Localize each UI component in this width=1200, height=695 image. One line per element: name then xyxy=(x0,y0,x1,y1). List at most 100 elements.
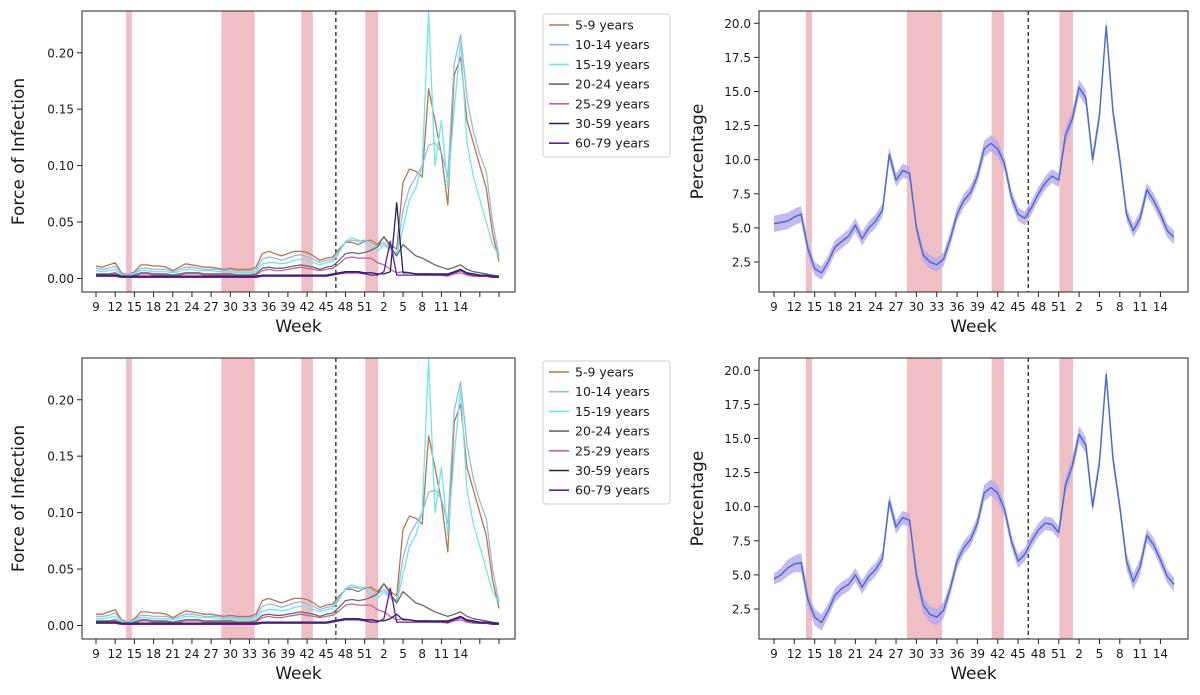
y-tick-label: 0.15 xyxy=(47,450,74,464)
legend-label: 25-29 years xyxy=(575,96,650,111)
y-tick-label: 20.0 xyxy=(724,364,751,378)
x-tick-label: 8 xyxy=(418,647,426,661)
x-tick-label: 48 xyxy=(1031,647,1046,661)
x-tick-label: 42 xyxy=(299,647,314,661)
mean-percentage-line xyxy=(773,25,1175,274)
x-tick-label: 5 xyxy=(1096,300,1104,314)
y-tick-label: 0.10 xyxy=(47,159,74,173)
x-tick-label: 51 xyxy=(357,647,372,661)
x-tick-label: 21 xyxy=(165,647,180,661)
x-tick-label: 24 xyxy=(184,647,199,661)
y-tick-label: 15.0 xyxy=(724,432,751,446)
x-tick-label: 48 xyxy=(1031,300,1046,314)
series-line-60-79-years xyxy=(96,240,499,278)
y-tick-label: 0.00 xyxy=(47,272,74,286)
legend-box xyxy=(542,13,671,158)
shaded-period xyxy=(221,358,255,639)
panel-pct-bottom: 2.55.07.510.012.515.017.520.09 12 15 18 21 24… xyxy=(688,357,1189,684)
axes-frame xyxy=(81,10,516,293)
legend-label: 20-24 years xyxy=(575,424,650,439)
shaded-period xyxy=(221,11,255,292)
y-tick-label: 10.0 xyxy=(724,153,751,167)
x-tick-label: 8 xyxy=(418,300,426,314)
x-tick-label: 42 xyxy=(990,647,1005,661)
y-tick-label: 0.15 xyxy=(47,103,74,117)
x-tick-label: 36 xyxy=(261,647,276,661)
x-tick-label: 21 xyxy=(848,647,863,661)
x-tick-label: 42 xyxy=(990,300,1005,314)
x-tick-label: 51 xyxy=(1051,300,1066,314)
series-line-30-59-years xyxy=(96,202,499,277)
shaded-period xyxy=(126,358,132,639)
series-line-10-14-years xyxy=(96,381,500,623)
x-tick-label: 2 xyxy=(380,300,388,314)
y-tick-label: 10.0 xyxy=(724,500,751,514)
x-axis-title: Week xyxy=(275,664,322,684)
x-tick-label: 11 xyxy=(434,300,449,314)
shaded-period xyxy=(301,358,313,639)
x-tick-label: 15 xyxy=(807,300,822,314)
series-line-20-24-years xyxy=(96,236,500,278)
x-tick-label: 39 xyxy=(970,300,985,314)
x-tick-label: 2 xyxy=(1075,300,1083,314)
x-tick-label: 27 xyxy=(888,647,903,661)
x-axis-title: Week xyxy=(950,664,997,684)
x-tick-label: 5 xyxy=(399,300,407,314)
shaded-period xyxy=(906,358,943,639)
x-tick-label: 27 xyxy=(204,300,219,314)
series-line-20-24-years xyxy=(96,583,500,625)
y-tick-label: 0.05 xyxy=(47,563,74,577)
confidence-band xyxy=(774,367,1174,631)
series-line-60-79-years xyxy=(96,587,499,625)
x-tick-label: 9 xyxy=(770,300,778,314)
x-tick-label: 27 xyxy=(204,647,219,661)
y-axis-title: Percentage xyxy=(688,451,708,547)
y-axis-title: Percentage xyxy=(688,104,708,200)
x-tick-label: 18 xyxy=(827,300,842,314)
x-tick-label: 15 xyxy=(807,647,822,661)
x-tick-label: 36 xyxy=(949,647,964,661)
y-tick-label: 0.20 xyxy=(47,46,74,60)
legend-label: 30-59 years xyxy=(575,116,650,131)
y-tick-label: 2.5 xyxy=(732,255,751,269)
x-tick-label: 14 xyxy=(453,647,468,661)
x-tick-label: 12 xyxy=(108,647,123,661)
x-tick-label: 9 xyxy=(92,647,100,661)
series-line-15-19-years xyxy=(96,358,500,624)
series-line-5-9-years xyxy=(95,56,500,276)
series-line-10-14-years xyxy=(95,34,500,276)
x-tick-label: 39 xyxy=(970,647,985,661)
confidence-band xyxy=(774,19,1174,280)
axes-frame xyxy=(81,357,516,640)
y-tick-label: 0.05 xyxy=(47,216,74,230)
y-tick-label: 7.5 xyxy=(732,187,751,201)
y-tick-label: 15.0 xyxy=(724,85,751,99)
shaded-period xyxy=(805,11,812,292)
x-tick-label: 36 xyxy=(261,300,276,314)
legend-label: 60-79 years xyxy=(575,483,650,498)
legend: 5-9 years 10-14 years 15-19 years 20-24 yea… xyxy=(542,13,671,158)
y-tick-label: 17.5 xyxy=(724,398,751,412)
x-tick-label: 36 xyxy=(949,300,964,314)
shaded-period xyxy=(365,358,379,639)
x-tick-label: 45 xyxy=(319,300,334,314)
shaded-period xyxy=(906,11,943,292)
x-tick-label: 21 xyxy=(848,300,863,314)
x-tick-label: 33 xyxy=(242,647,257,661)
x-tick-label: 15 xyxy=(127,300,142,314)
legend: 5-9 years 10-14 years 15-19 years 20-24 yea… xyxy=(542,360,671,505)
series-line-15-19-years xyxy=(95,11,500,277)
x-tick-label: 12 xyxy=(108,300,123,314)
legend-label: 10-14 years xyxy=(575,37,650,52)
series-line-5-9-years xyxy=(96,403,500,623)
x-tick-label: 12 xyxy=(787,300,802,314)
x-tick-label: 42 xyxy=(299,300,314,314)
x-tick-label: 27 xyxy=(888,300,903,314)
shaded-period xyxy=(1059,358,1073,639)
x-tick-label: 51 xyxy=(1051,647,1066,661)
y-tick-label: 0.00 xyxy=(47,619,74,633)
x-tick-label: 8 xyxy=(1116,647,1124,661)
y-tick-label: 0.20 xyxy=(47,393,74,407)
x-tick-label: 39 xyxy=(280,647,295,661)
y-tick-label: 5.0 xyxy=(732,568,751,582)
